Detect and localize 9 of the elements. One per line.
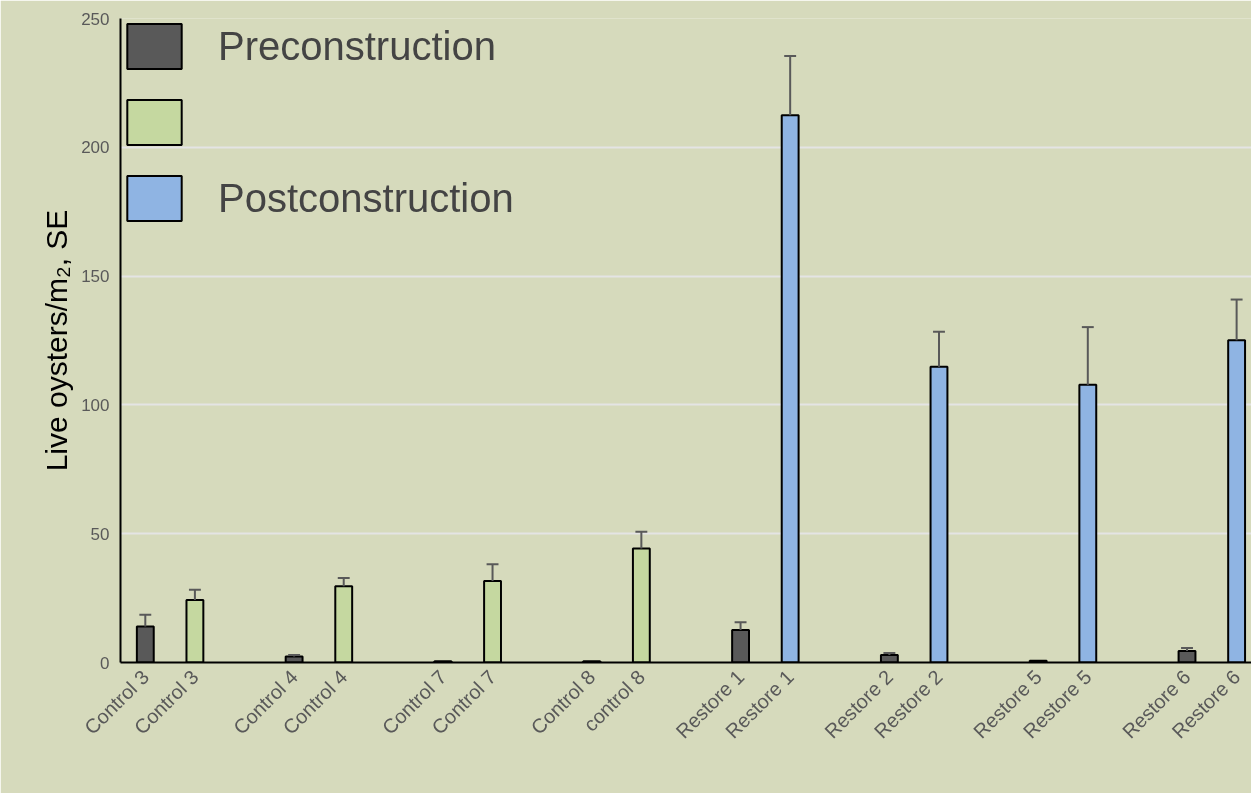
legend-label: Postconstruction xyxy=(218,175,514,221)
y-tick-label: 50 xyxy=(90,524,110,544)
y-tick-label: 100 xyxy=(81,395,110,415)
y-tick-label: 150 xyxy=(81,267,110,287)
y-tick-label: 0 xyxy=(100,653,110,673)
y-tick-label: 250 xyxy=(81,9,110,29)
y-axis-title: Live oysters/m₂, SE xyxy=(40,209,74,472)
y-tick-label: 200 xyxy=(81,138,110,158)
legend-label: Preconstruction xyxy=(218,23,496,69)
